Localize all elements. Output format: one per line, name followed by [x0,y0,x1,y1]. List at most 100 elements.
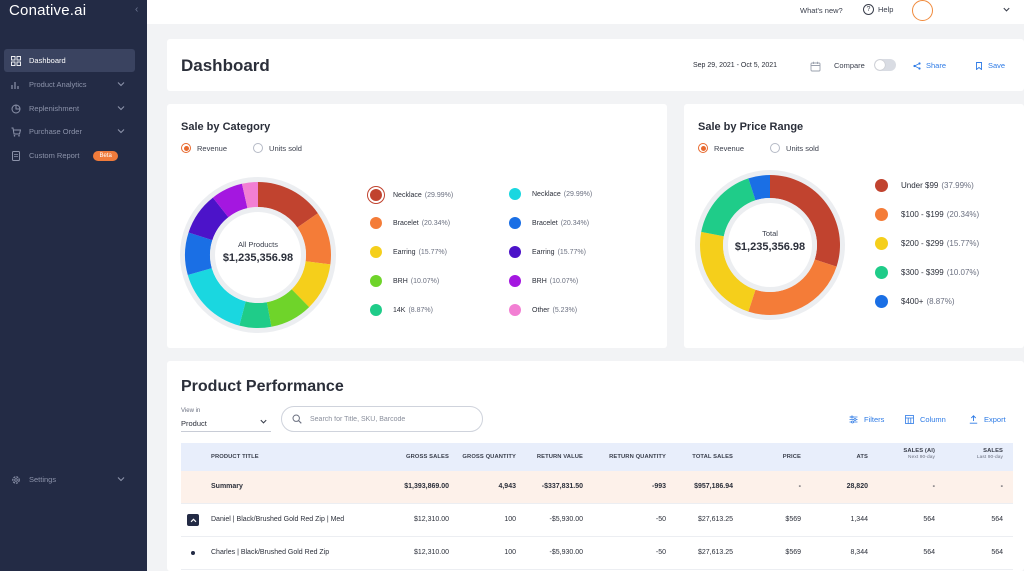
column-button[interactable]: Column [905,415,946,424]
donut-slice[interactable] [241,182,258,209]
date-range-picker[interactable]: Sep 29, 2021 - Oct 5, 2021 [693,62,778,69]
page-title: Dashboard [181,56,270,75]
legend-item[interactable]: $200 - $299 (15.77%) [875,237,979,250]
beta-badge: Beta [93,150,118,161]
legend-item[interactable]: Bracelet (20.34%) [509,217,589,229]
legend-swatch [875,208,888,221]
sidebar-item-custom-report[interactable]: Custom Report Beta [4,144,135,167]
radio-revenue[interactable]: Revenue [181,143,227,153]
export-button[interactable]: Export [969,415,1006,424]
radio-revenue[interactable]: Revenue [698,143,744,153]
legend-item[interactable]: $300 - $399 (10.07%) [875,266,979,279]
legend-swatch [875,295,888,308]
column-header-price[interactable]: PRICE [782,454,801,460]
donut-slice[interactable] [258,182,318,228]
radio-button [181,143,191,153]
legend-item[interactable]: $100 - $199 (20.34%) [875,208,979,221]
header-label: SALES [983,448,1003,454]
compare-label: Compare [834,61,865,70]
cell-gross-sales: $12,310.00 [413,549,449,556]
sidebar-item-dashboard[interactable]: Dashboard [4,49,135,72]
legend-item[interactable]: $400+ (8.87%) [875,295,954,308]
legend-item[interactable]: 14K (8.87%) [370,304,433,316]
column-header-ats[interactable]: ATS [856,454,868,460]
sidebar-item-label: Product Analytics [29,80,87,89]
legend-label: Bracelet [532,219,558,227]
table-row[interactable]: Charles | Black/Brushed Gold Red Zip $12… [181,537,1013,570]
collapse-row-button[interactable] [187,514,199,526]
legend-item[interactable]: BRH (10.07%) [370,275,439,287]
column-header-gross-sales[interactable]: GROSS SALES [406,454,449,460]
donut-slice[interactable] [701,178,756,237]
metric-selector: Revenue Units sold [698,143,845,153]
view-in-select[interactable]: Product [181,419,207,428]
search-box[interactable] [281,406,483,432]
legend-item[interactable]: Earring (15.77%) [370,246,447,258]
search-input[interactable] [310,415,470,423]
help-link[interactable]: ? Help [863,4,893,15]
whats-new-link[interactable]: What's new? [800,6,843,15]
legend-percent: (29.99%) [563,190,593,198]
cell-gross-sales: $1,393,869.00 [404,483,449,490]
header-label: SALES (AI) [903,448,935,454]
sidebar-item-replenishment[interactable]: Replenishment [4,97,135,120]
collapse-sidebar-icon[interactable]: ‹ [135,4,139,15]
donut-slice[interactable] [239,301,272,328]
donut-slice[interactable] [770,175,840,267]
donut-slice[interactable] [748,175,770,201]
donut-slice[interactable] [297,213,331,265]
radio-units-sold[interactable]: Units sold [770,143,819,153]
table-row[interactable]: Daniel | Black/Brushed Gold Red Zip | Me… [181,504,1013,537]
legend-item[interactable]: Bracelet (20.34%) [370,217,450,229]
donut-slice[interactable] [187,268,246,326]
pie-icon [11,104,21,114]
filters-button[interactable]: Filters [849,415,884,424]
column-header-product-title[interactable]: PRODUCT TITLE [211,454,259,460]
donut-slice[interactable] [291,261,331,308]
donut-slice[interactable] [212,183,248,218]
radio-units-sold[interactable]: Units sold [253,143,302,153]
cell-total-sales: $27,613.25 [697,549,733,556]
cell-title[interactable]: Daniel | Black/Brushed Gold Red Zip | Me… [211,516,345,523]
legend-item[interactable]: BRH (10.07%) [509,275,578,287]
help-label: Help [878,5,894,14]
avatar[interactable] [912,0,933,21]
donut-slice[interactable] [266,289,310,327]
column-header-total-sales[interactable]: TOTAL SALES [692,454,733,460]
legend-item[interactable]: Earring (15.77%) [509,246,586,258]
share-button[interactable]: Share [913,61,946,70]
sidebar-item-label: Custom Report [29,151,80,160]
share-icon [913,61,921,70]
filters-label: Filters [864,415,885,424]
sidebar-item-product-analytics[interactable]: Product Analytics [4,73,135,96]
toggle-knob [875,60,885,70]
donut-slice[interactable] [185,232,213,275]
sidebar-item-settings[interactable]: Settings [4,468,135,491]
column-header-return-value[interactable]: RETURN VALUE [536,454,583,460]
cell-sales-ai: - [932,483,935,490]
legend-item[interactable]: Necklace (29.99%) [370,189,453,201]
donut-slice[interactable] [188,197,229,241]
share-label: Share [926,61,947,70]
legend-item[interactable]: Other (5.23%) [509,304,577,316]
cell-gross-quantity: 100 [504,516,516,523]
donut-slice[interactable] [748,259,837,315]
donut-slice[interactable] [700,231,756,312]
column-header-sales-ai[interactable]: SALES (AI) Next 90-day [903,448,935,460]
compare-toggle[interactable] [874,59,896,71]
column-header-gross-quantity[interactable]: GROSS QUANTITY [462,454,516,460]
cell-sales: - [1000,483,1003,490]
column-header-return-quantity[interactable]: RETURN QUANTITY [609,454,666,460]
column-header-sales[interactable]: SALES Last 90-day [977,448,1003,460]
account-menu-chevron-icon[interactable] [1002,5,1011,14]
sidebar-item-purchase-order[interactable]: Purchase Order [4,120,135,143]
category-donut-chart [180,177,336,333]
legend-item[interactable]: Necklace (29.99%) [509,188,592,200]
calendar-icon[interactable] [810,61,821,72]
save-button[interactable]: Save [975,61,1005,70]
legend-swatch [370,217,382,229]
sidebar-item-label: Replenishment [29,104,80,113]
cell-title[interactable]: Charles | Black/Brushed Gold Red Zip [211,549,330,556]
chevron-down-icon[interactable] [259,417,268,426]
legend-item[interactable]: Under $99 (37.99%) [875,179,974,192]
